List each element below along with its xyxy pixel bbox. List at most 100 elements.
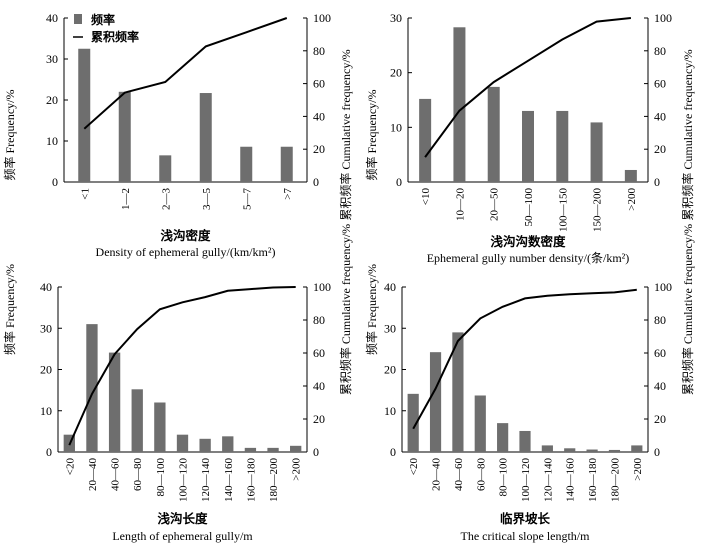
y-right-tick-label: 100 xyxy=(313,280,331,294)
y-right-tick-label: 40 xyxy=(654,379,666,393)
y-right-tick-label: 60 xyxy=(654,77,666,91)
y-right-tick-label: 0 xyxy=(654,445,660,459)
bar xyxy=(240,146,253,182)
y-right-tick-label: 100 xyxy=(654,280,672,294)
x-tick-label: 100—120 xyxy=(520,458,532,503)
legend: 频率 累积频率 xyxy=(73,12,139,44)
x-tick-label: >200 xyxy=(291,458,303,481)
bar xyxy=(267,447,279,452)
y-left-tick-label: 20 xyxy=(384,363,396,377)
y-right-tick-label: 40 xyxy=(313,109,325,123)
y-left-tick-label: 0 xyxy=(390,445,396,459)
y-left-tick-label: 20 xyxy=(40,363,52,377)
x-tick-label: 60—80 xyxy=(475,458,487,492)
y-left-tick-label: 40 xyxy=(40,280,52,294)
bar xyxy=(244,447,257,452)
y-left-tick-label: 30 xyxy=(384,321,396,335)
x-tick-label: 120—140 xyxy=(200,458,212,503)
bar xyxy=(608,449,621,452)
y-left-tick-label: 20 xyxy=(46,93,58,107)
x-tick-label: 160—180 xyxy=(245,458,257,503)
x-tick-label: 140—160 xyxy=(223,458,235,503)
x-tick-label: 50—100 xyxy=(523,188,535,227)
y-left-tick-label: 0 xyxy=(46,445,52,459)
bar xyxy=(556,110,569,182)
y-left-tick-label: 40 xyxy=(46,11,58,25)
y-left-tick-label: 10 xyxy=(46,134,58,148)
y-right-tick-label: 20 xyxy=(313,412,325,426)
x-tick-label: 40—60 xyxy=(110,458,122,492)
y-right-tick-label: 80 xyxy=(654,313,666,327)
cumulative-line xyxy=(83,17,288,130)
bar xyxy=(429,352,442,452)
x-tick-label: 100—150 xyxy=(557,188,569,233)
y-right-tick-label: 60 xyxy=(313,77,325,91)
bar xyxy=(407,393,419,452)
x-axis-title-en: Density of ephemeral gully/(km/km²) xyxy=(96,245,276,259)
bar xyxy=(159,155,172,182)
bar xyxy=(108,352,121,452)
x-tick-label: 20—40 xyxy=(87,458,99,492)
legend-bar-label: 频率 xyxy=(91,12,115,27)
y-right-tick-label: 20 xyxy=(654,142,666,156)
bar xyxy=(564,448,576,452)
bar xyxy=(631,445,643,452)
cumulative-line xyxy=(68,286,296,446)
bar xyxy=(78,48,91,182)
chart-panel-2: 0 10 20 30 0 20 40 60 80 100 <10 10—20 20—50 50—100 10… xyxy=(390,11,672,265)
x-tick-label: <1 xyxy=(79,188,91,200)
y-left-tick-label: 40 xyxy=(384,280,396,294)
bar xyxy=(590,122,603,182)
y-right-tick-label: 80 xyxy=(654,44,666,58)
y-right-tick-label: 100 xyxy=(313,11,331,25)
x-tick-label: 10—20 xyxy=(454,188,466,222)
bar xyxy=(452,332,464,452)
bar xyxy=(624,169,637,182)
x-tick-label: <20 xyxy=(408,458,420,476)
x-tick-label: 2—3 xyxy=(160,188,172,211)
y-left-tick-label: 30 xyxy=(46,52,58,66)
y-right-tick-label: 60 xyxy=(313,346,325,360)
legend-bar-swatch xyxy=(74,14,82,24)
y-right-tick-label: 0 xyxy=(313,175,319,189)
bar xyxy=(541,445,553,452)
x-tick-label: 100—120 xyxy=(178,458,190,503)
x-tick-label: <20 xyxy=(64,458,76,476)
x-axis-title-cn: 浅沟密度 xyxy=(160,228,211,243)
y-left-tick-label: 20 xyxy=(390,66,402,80)
x-tick-label: >200 xyxy=(626,188,638,211)
x-tick-label: 1—2 xyxy=(120,188,132,210)
y-left-tick-label: 0 xyxy=(396,175,402,189)
x-tick-label: 160—180 xyxy=(587,458,599,503)
cumulative-line xyxy=(412,288,637,430)
bar xyxy=(86,324,98,452)
y-right-label: 累积频率 Cumulative frequency/% xyxy=(680,224,695,395)
bar xyxy=(118,91,131,182)
x-tick-label: >200 xyxy=(632,458,644,481)
y-right-label-top-2: 累积频率 Cumulative frequency/% xyxy=(680,49,695,220)
y-right-tick-label: 60 xyxy=(654,346,666,360)
bar xyxy=(199,438,211,452)
x-axis-title-en: Length of ephemeral gully/m xyxy=(112,529,253,543)
bar xyxy=(522,110,534,182)
y-right-tick-label: 100 xyxy=(654,11,672,25)
x-axis-title-en: Ephemeral gully number density/(条/km²) xyxy=(427,251,630,265)
y-right-tick-label: 0 xyxy=(313,445,319,459)
x-tick-label: 180—200 xyxy=(268,458,280,503)
y-left-tick-label: 30 xyxy=(390,11,402,25)
y-left-tick-label: 10 xyxy=(384,404,396,418)
y-right-tick-label: 20 xyxy=(313,142,325,156)
x-tick-label: 20—50 xyxy=(489,188,501,222)
bar xyxy=(453,27,466,182)
x-tick-label: 150—200 xyxy=(592,188,604,233)
x-tick-label: 20—40 xyxy=(431,458,443,492)
y-left-label: 频率 Frequency/% xyxy=(364,264,379,355)
y-right-label-top: 累积频率 Cumulative frequency/% xyxy=(338,49,353,220)
bar xyxy=(419,98,432,182)
bar xyxy=(176,434,189,452)
legend-line-label: 累积频率 xyxy=(91,29,139,44)
bar xyxy=(154,402,166,452)
x-tick-label: 40—60 xyxy=(453,458,465,492)
x-tick-label: 180—200 xyxy=(609,458,621,503)
